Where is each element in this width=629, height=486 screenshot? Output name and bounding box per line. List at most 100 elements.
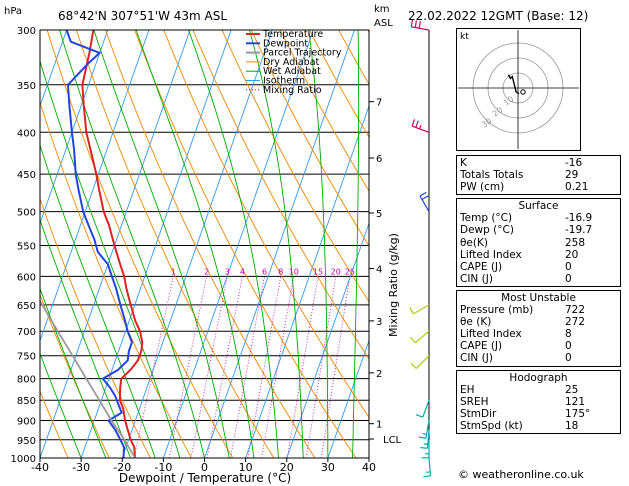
wind-barb	[409, 304, 430, 315]
pressure-tick-label: 550	[17, 241, 36, 252]
wind-barb	[419, 191, 430, 212]
km-tick-label: 4	[376, 265, 382, 276]
dewpoint-line	[65, 30, 133, 458]
wet-adiabat-line	[249, 30, 304, 458]
index-label: CAPE (J)	[460, 340, 503, 353]
index-row: Temp (°C) -16.9	[460, 212, 617, 224]
indices-top-box: K -16 Totals Totals 29 PW (cm) 0.21	[456, 155, 621, 196]
wind-barb	[421, 439, 430, 459]
x-tick-label: -20	[113, 461, 131, 474]
wet-adiabat-line	[308, 30, 329, 458]
x-tick-label: 0	[201, 461, 208, 474]
wind-barb	[423, 457, 432, 478]
mixing-ratio-line	[286, 276, 319, 458]
index-label: EH	[460, 383, 475, 396]
wet-adiabat-line	[40, 59, 181, 458]
mixing-ratio-line	[190, 276, 228, 458]
index-row: Totals Totals 29	[460, 169, 617, 181]
asl-unit-label: ASL	[374, 18, 393, 29]
mixing-ratio-label: 8	[278, 267, 283, 276]
wind-barb	[420, 430, 430, 449]
wind-barb-staff	[413, 304, 430, 315]
index-row: EH 25	[460, 384, 617, 396]
index-row: Pressure (mb) 722	[460, 304, 617, 316]
mixing-ratio-line	[230, 276, 265, 458]
index-row: θe (K) 272	[460, 316, 617, 328]
pressure-tick-label: 300	[17, 26, 36, 37]
wind-barb-flag	[418, 21, 421, 29]
wind-barb-flag	[410, 362, 417, 369]
mixing-ratio-label: 25	[345, 267, 355, 276]
index-value: 18	[565, 419, 579, 432]
wet-adiabat-line	[188, 30, 279, 458]
isotherm-line	[80, 30, 232, 458]
index-value: 175°	[565, 407, 591, 420]
wind-barb-flag	[410, 336, 416, 344]
index-label: θe (K)	[460, 316, 492, 329]
wind-barb-flag	[415, 120, 419, 128]
storm-motion-marker	[520, 89, 526, 95]
pressure-tick-label: 800	[17, 375, 36, 386]
x-tick-label: 40	[362, 461, 376, 474]
isotherm-line	[40, 30, 68, 108]
wind-barb-staff	[411, 26, 430, 31]
index-row: StmSpd (kt) 18	[460, 420, 617, 432]
dry-adiabat-line	[40, 390, 69, 458]
km-tick-label: 5	[376, 209, 382, 220]
index-row: CAPE (J) 0	[460, 261, 617, 273]
wind-barb-staff	[425, 420, 430, 439]
index-label: Pressure (mb)	[460, 304, 534, 317]
index-label: StmDir	[460, 407, 497, 420]
isotherm-line	[286, 221, 369, 458]
indices-panel: K -16 Totals Totals 29 PW (cm) 0.21 Surface Te…	[456, 155, 621, 437]
index-label: CIN (J)	[460, 352, 493, 365]
pressure-tick-label: 1000	[11, 454, 36, 465]
wind-barb-flag	[419, 191, 427, 197]
index-label: PW (cm)	[460, 181, 505, 194]
index-value: 0	[565, 340, 572, 353]
dry-adiabat-line	[40, 197, 151, 458]
isotherm-line	[162, 30, 314, 458]
index-row: Lifted Index 8	[460, 328, 617, 340]
mixing-ratio-label: 10	[289, 267, 299, 276]
wind-barb-flag	[411, 119, 416, 127]
surface-box: Surface Temp (°C) -16.9 Dewp (°C) -19.7 θe(K)…	[456, 198, 621, 287]
pressure-tick-label: 700	[17, 327, 36, 338]
index-label: K	[460, 157, 467, 169]
index-row: θe(K) 258	[460, 237, 617, 249]
index-value: -16.9	[565, 212, 593, 225]
hodograph-unit-label: kt	[460, 32, 469, 42]
mixing-ratio-label: 1	[171, 267, 176, 276]
hodograph-params-box: Hodograph EH 25 SREH 121 StmDir 175° StmSpd (kt…	[456, 369, 621, 434]
x-tick-label: -30	[72, 461, 90, 474]
x-tick-label: 20	[280, 461, 294, 474]
mixing-ratio-line	[261, 276, 295, 458]
dry-adiabat-line	[163, 30, 369, 419]
x-tick-label: 10	[239, 461, 253, 474]
pressure-unit-label: hPa	[4, 6, 22, 17]
pressure-tick-label: 450	[17, 170, 36, 181]
wind-barb	[410, 330, 430, 344]
wind-barb-staff	[428, 457, 432, 476]
wind-barb-flag	[422, 433, 427, 435]
index-value: -16	[565, 157, 583, 169]
index-value: 0.21	[565, 181, 589, 194]
wind-barb-flag	[415, 414, 424, 418]
lcl-label: LCL	[383, 435, 402, 446]
index-label: Dewp (°C)	[460, 224, 514, 237]
index-row: Lifted Index 20	[460, 249, 617, 261]
km-unit-label: km	[374, 4, 390, 15]
temperature-line	[81, 30, 144, 458]
wind-barb-staff	[414, 330, 430, 344]
wind-barb-staff	[411, 125, 430, 133]
x-tick-label: -40	[31, 461, 49, 474]
dry-adiabat-line	[221, 30, 369, 303]
wind-barb-staff	[419, 195, 430, 212]
index-label: Temp (°C)	[460, 212, 513, 225]
km-tick-label: 6	[376, 154, 382, 165]
index-value: 25	[565, 383, 579, 396]
mixing-ratio-axis-label: Mixing Ratio (g/kg)	[387, 233, 400, 337]
mixing-ratio-label: 20	[331, 267, 341, 276]
